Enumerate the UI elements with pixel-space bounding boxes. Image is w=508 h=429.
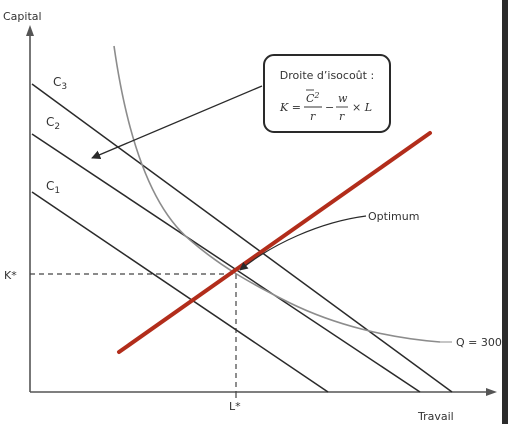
callout-title: Droite d’isocoût :: [280, 69, 374, 82]
y-axis-label: Capital: [3, 10, 42, 23]
isocost-formula-callout: Droite d’isocoût : K = C2 r − w r × L: [263, 54, 391, 133]
formula-c-numerator: C2: [306, 91, 320, 105]
formula-lhs: K =: [279, 101, 301, 114]
right-edge-border: [502, 0, 508, 424]
callout-arrow: [91, 85, 263, 159]
formula-r-denominator-1: r: [310, 110, 316, 123]
isocost-line-c1: [31, 191, 329, 393]
isocost-line-c3: [31, 83, 453, 393]
isocost-label-c2: C2: [46, 115, 60, 132]
x-axis-arrowhead: [486, 388, 497, 396]
formula-w-numerator: w: [338, 92, 348, 105]
x-axis-label: Travail: [417, 410, 454, 423]
isoquant-label: Q = 300: [456, 336, 502, 349]
formula-times-l: × L: [352, 101, 372, 114]
l-star-label: L*: [229, 400, 241, 413]
formula-r-denominator-2: r: [339, 110, 345, 123]
expansion-path-line: [117, 131, 432, 354]
optimum-label: Optimum: [368, 210, 419, 223]
isocost-line-c2: [31, 133, 421, 393]
y-axis-arrowhead: [26, 25, 34, 36]
isocost-label-c1: C1: [46, 179, 60, 196]
formula-minus: −: [325, 101, 334, 114]
optimum-arrow: [239, 215, 367, 271]
k-star-label: K*: [4, 269, 17, 282]
callout-box: [263, 54, 391, 133]
isoquant-curve: [113, 45, 441, 343]
isocost-label-c3: C3: [53, 75, 67, 92]
